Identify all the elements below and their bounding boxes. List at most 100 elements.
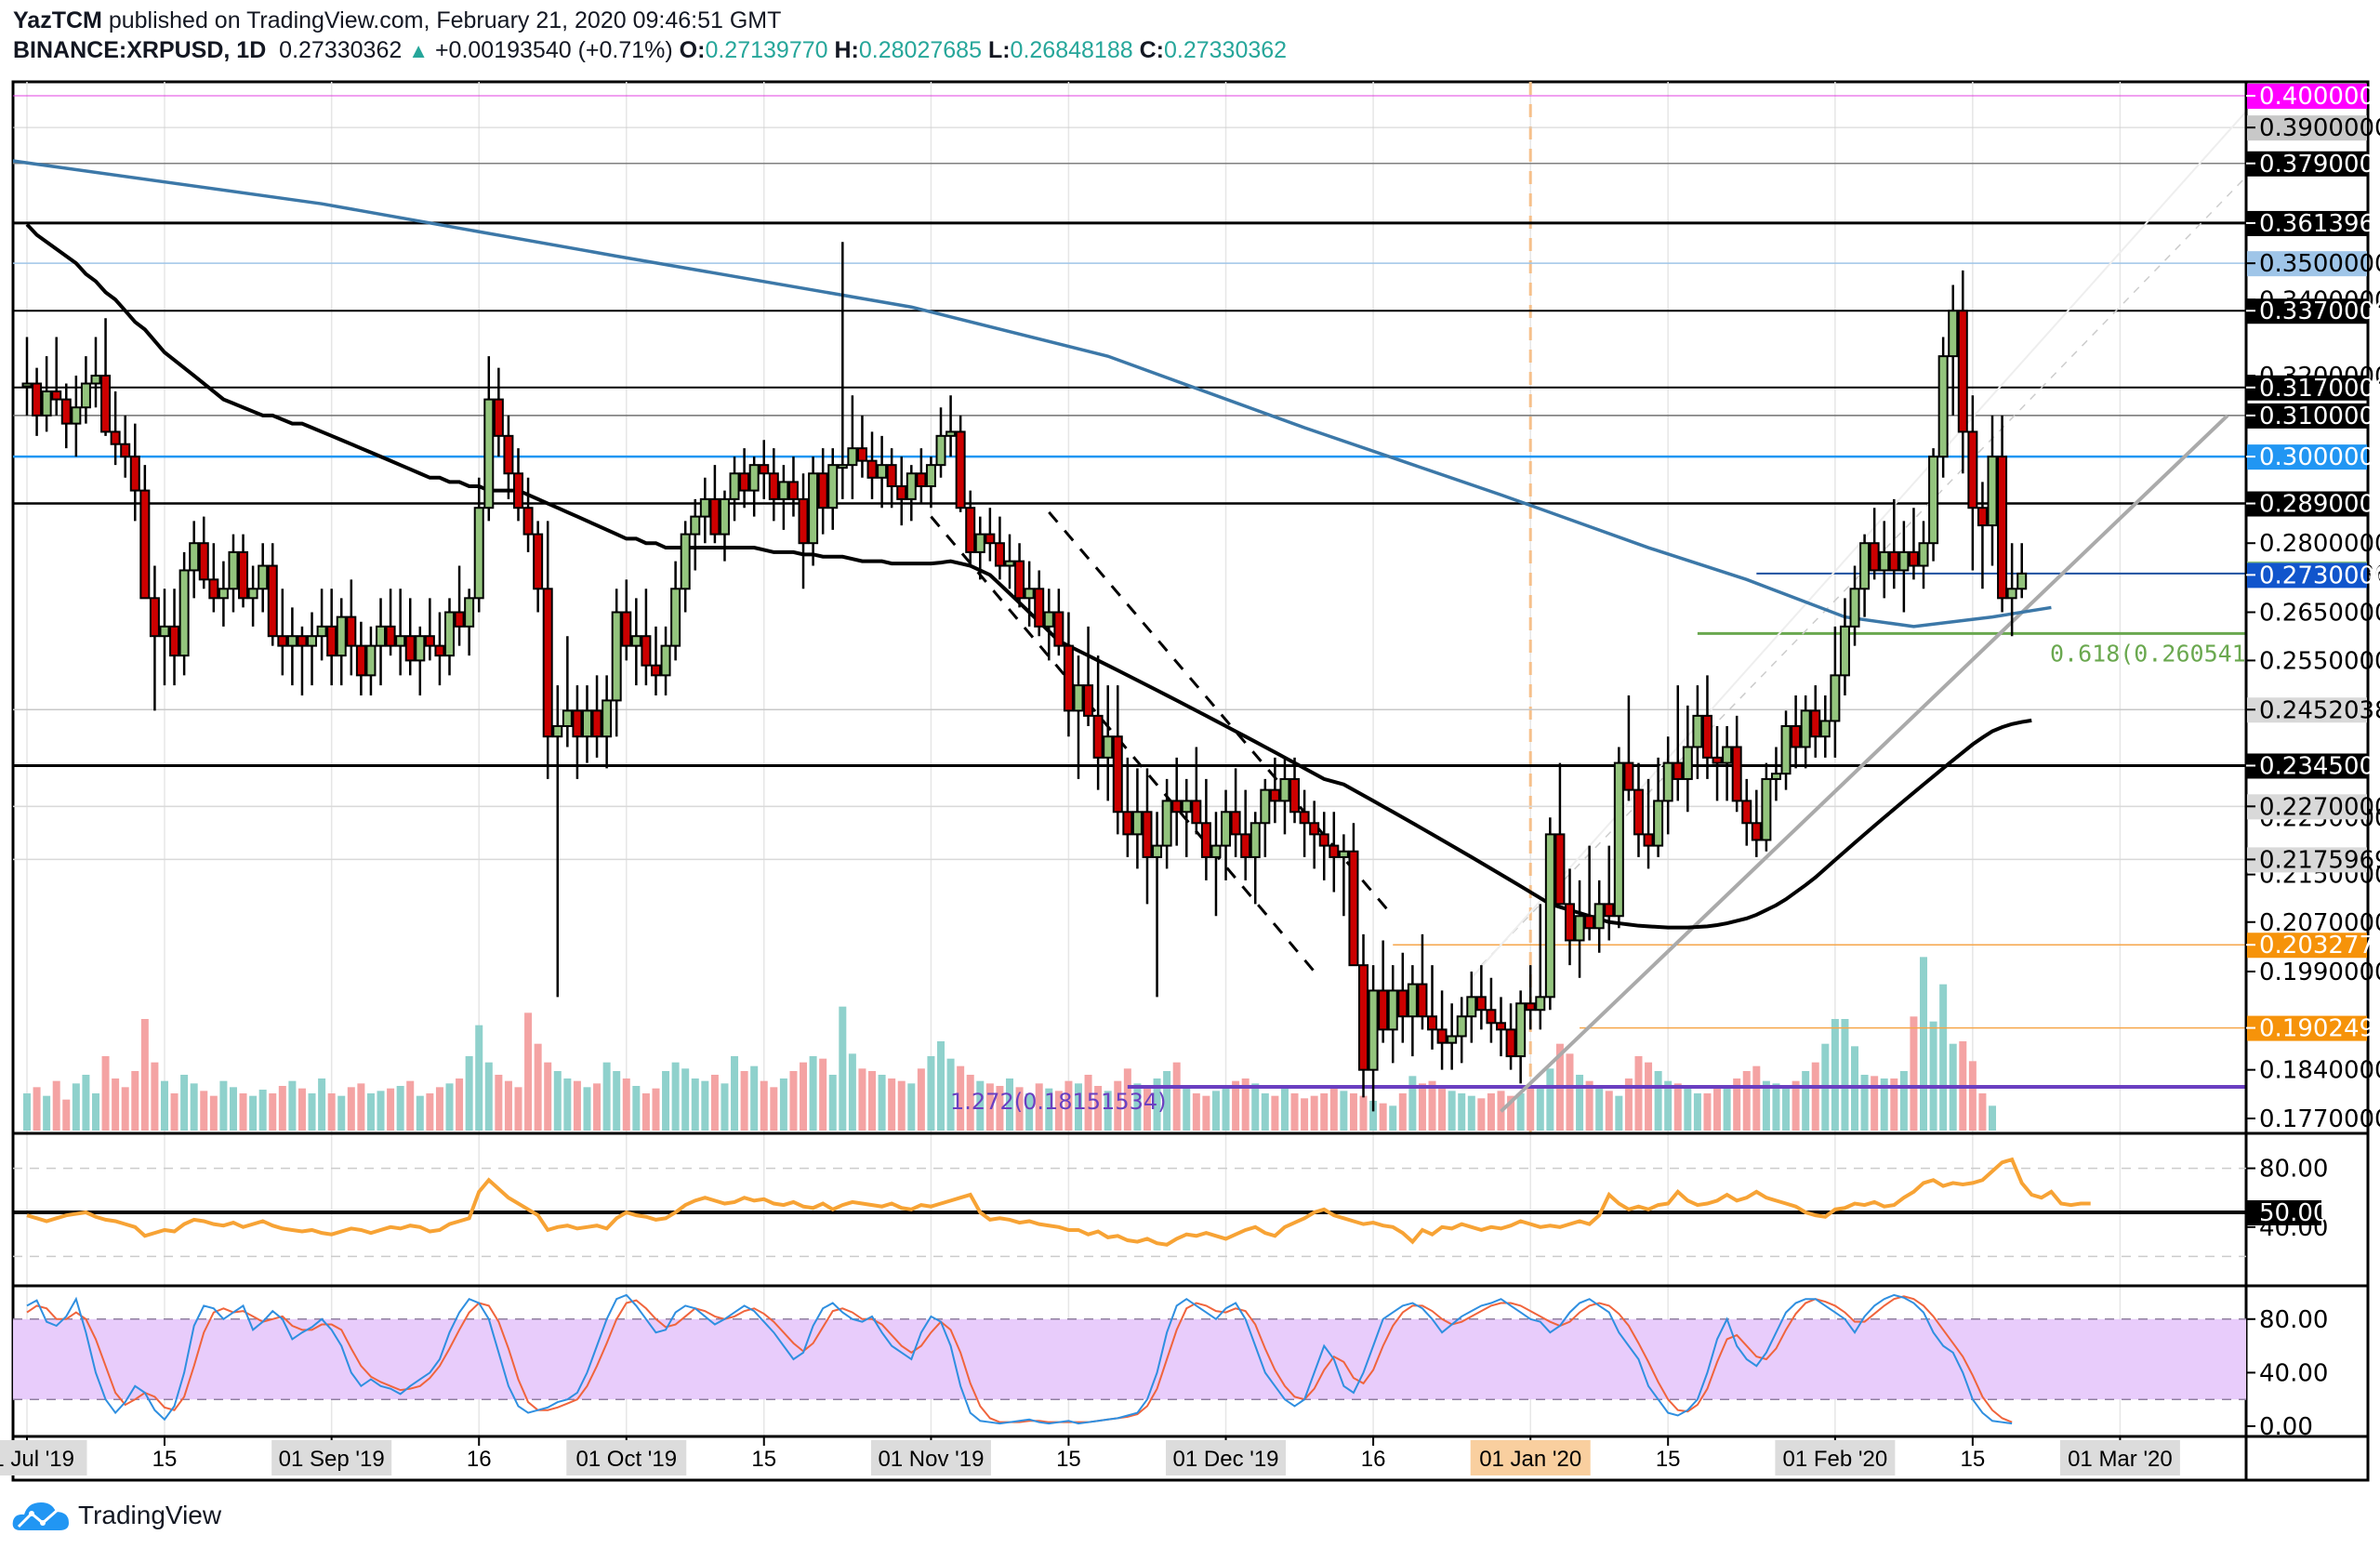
candle [985, 533, 996, 545]
candle [533, 533, 544, 590]
candle [1830, 674, 1841, 722]
publish-info: YazTCM published on TradingView.com, Feb… [13, 7, 781, 34]
svg-text:0.27300000: 0.27300000 [2259, 562, 2380, 589]
candle [1309, 822, 1320, 836]
time-tick-label: 01 Mar '20 [2068, 1447, 2173, 1472]
candle [1387, 989, 1398, 1031]
level-price-label [2247, 84, 2367, 109]
level-price-label [2247, 753, 2367, 779]
candle [1918, 542, 1929, 567]
candle [178, 569, 190, 657]
candle [1593, 903, 1605, 930]
candle [365, 644, 377, 677]
candle [1948, 310, 1959, 358]
candle [1613, 761, 1624, 918]
candle [503, 434, 514, 475]
rsi-value-label [2247, 1200, 2321, 1225]
candle [945, 430, 957, 437]
candle [1358, 964, 1369, 1071]
candle [759, 464, 770, 475]
candle [670, 588, 681, 647]
close-value: 0.27330362 [1163, 37, 1288, 63]
svg-text:0.20327770: 0.20327770 [2259, 932, 2380, 959]
candle [562, 709, 573, 727]
candle [690, 515, 701, 536]
candle [1200, 822, 1211, 858]
candle [886, 464, 897, 487]
candle [611, 611, 622, 702]
candle [1083, 684, 1094, 717]
candle [346, 615, 357, 647]
candle [1819, 720, 1831, 738]
ascending-trendline[interactable] [1500, 414, 2229, 1113]
candle [1722, 746, 1733, 764]
level-price-label [2247, 375, 2367, 401]
candle [1525, 1002, 1536, 1012]
candle [1378, 989, 1389, 1031]
candle [1024, 588, 1035, 600]
candle [856, 447, 867, 462]
candle [847, 447, 858, 467]
candle [778, 481, 789, 500]
candle [424, 635, 435, 647]
candle [1604, 903, 1615, 918]
candle [699, 497, 710, 518]
candle [1505, 1028, 1516, 1058]
candle [1318, 833, 1329, 847]
candle [1653, 800, 1664, 847]
ma-200-line [13, 159, 2052, 628]
candle [1977, 507, 1988, 527]
candle [297, 635, 308, 647]
candle [1584, 915, 1595, 930]
candle [139, 489, 151, 600]
candle [434, 644, 445, 657]
candle [877, 464, 888, 479]
tradingview-logo[interactable]: TradingView [11, 1499, 221, 1532]
candle [709, 497, 721, 536]
level-price-label [2247, 847, 2367, 873]
candle [1761, 777, 1772, 841]
candle [827, 464, 839, 509]
candle [2006, 588, 2017, 600]
candle [1269, 788, 1280, 802]
candle [817, 472, 828, 509]
candle [1515, 1002, 1527, 1058]
close-label: C: [1139, 37, 1164, 63]
candle [90, 375, 101, 385]
candle [464, 597, 475, 628]
time-tick-label: 15 [1961, 1447, 1986, 1472]
candle [404, 635, 416, 662]
candle [602, 699, 613, 738]
candle [1869, 542, 1880, 572]
candle [1475, 996, 1487, 1012]
candle [866, 459, 878, 479]
candle [1210, 844, 1222, 858]
candle [837, 464, 848, 470]
candle [1191, 800, 1202, 825]
candle [1466, 996, 1477, 1018]
candle [258, 564, 269, 590]
candle [1888, 550, 1899, 572]
candle [376, 625, 387, 647]
candle [355, 644, 366, 677]
candle [1103, 735, 1114, 759]
time-label-box [566, 1440, 687, 1475]
candle [51, 390, 62, 401]
main-pane[interactable]: 0.618(0.26054169) 1.272(0.18151534) [7, 95, 2288, 1131]
candle [1142, 811, 1153, 858]
candle [630, 635, 641, 647]
author-name[interactable]: YazTCM [13, 7, 102, 33]
candle [1171, 800, 1183, 814]
candle [1908, 550, 1919, 567]
candle [159, 625, 170, 638]
price-tick: 0.28000000 [2259, 530, 2380, 558]
candle [1643, 833, 1654, 847]
low-label: L: [987, 37, 1011, 63]
level-price-label [2247, 562, 2367, 589]
candle [1368, 989, 1379, 1071]
stoch-k-line [26, 1293, 2013, 1425]
candle [1879, 550, 1890, 572]
candle [1299, 811, 1310, 825]
candle [1997, 456, 2008, 600]
